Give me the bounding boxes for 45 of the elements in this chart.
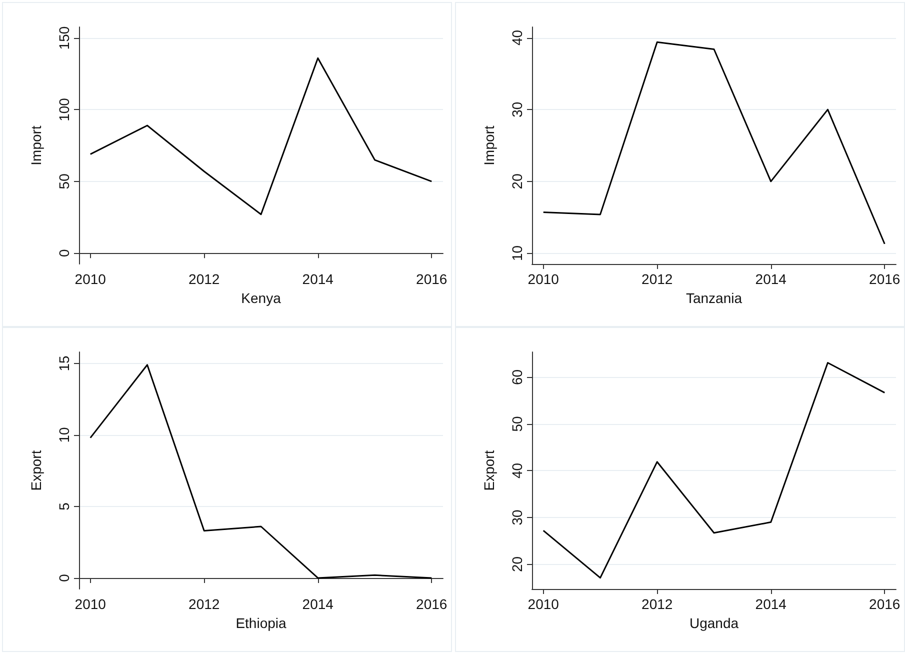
y-tick-label: 10 [509, 245, 525, 262]
y-tick-label: 150 [56, 26, 72, 50]
x-tick-label: 2012 [642, 271, 673, 287]
y-tick-label: 0 [56, 249, 72, 257]
x-axis-title: Ethiopia [236, 614, 287, 631]
line-series [542, 41, 886, 245]
x-axis-title: Tanzania [686, 290, 742, 306]
y-axis-title: Export [481, 450, 497, 491]
y-tick-label: 10 [56, 426, 72, 443]
x-tick-label: 2012 [188, 271, 220, 287]
x-tick-label: 2014 [755, 271, 787, 287]
y-axis-title: Import [28, 126, 44, 166]
x-tick-label: 2010 [528, 271, 560, 287]
y-tick-label: 40 [509, 30, 525, 46]
x-tick-label: 2010 [74, 271, 106, 287]
y-tick-label: 15 [56, 355, 72, 372]
y-tick-label: 0 [56, 574, 72, 582]
y-tick-label: 30 [509, 509, 525, 526]
x-tick-label: 2016 [416, 271, 448, 287]
y-tick-label: 50 [509, 416, 525, 432]
x-axis-title: Uganda [689, 614, 739, 631]
x-tick-label: 2016 [869, 271, 900, 287]
y-tick-label: 20 [509, 556, 525, 572]
x-tick-label: 2014 [755, 596, 787, 612]
y-tick-label: 30 [509, 102, 525, 118]
x-tick-label: 2016 [416, 596, 448, 612]
line-series [90, 364, 432, 579]
x-axis-title: Kenya [241, 290, 282, 306]
x-tick-label: 2012 [642, 596, 673, 612]
line-series [542, 362, 886, 579]
x-tick-label: 2014 [302, 596, 334, 612]
y-tick-label: 100 [56, 98, 72, 122]
y-tick-label: 5 [56, 502, 72, 510]
y-tick-label: 20 [509, 173, 525, 190]
x-tick-label: 2016 [869, 596, 900, 612]
x-tick-label: 2012 [188, 596, 220, 612]
y-axis-title: Import [481, 126, 497, 166]
y-axis-title: Export [28, 450, 44, 491]
x-tick-label: 2010 [528, 596, 560, 612]
y-tick-label: 40 [509, 462, 525, 479]
y-tick-label: 50 [56, 173, 72, 190]
y-tick-label: 60 [509, 369, 525, 386]
line-series [90, 57, 432, 216]
x-tick-label: 2010 [74, 596, 106, 612]
x-tick-label: 2014 [302, 271, 334, 287]
